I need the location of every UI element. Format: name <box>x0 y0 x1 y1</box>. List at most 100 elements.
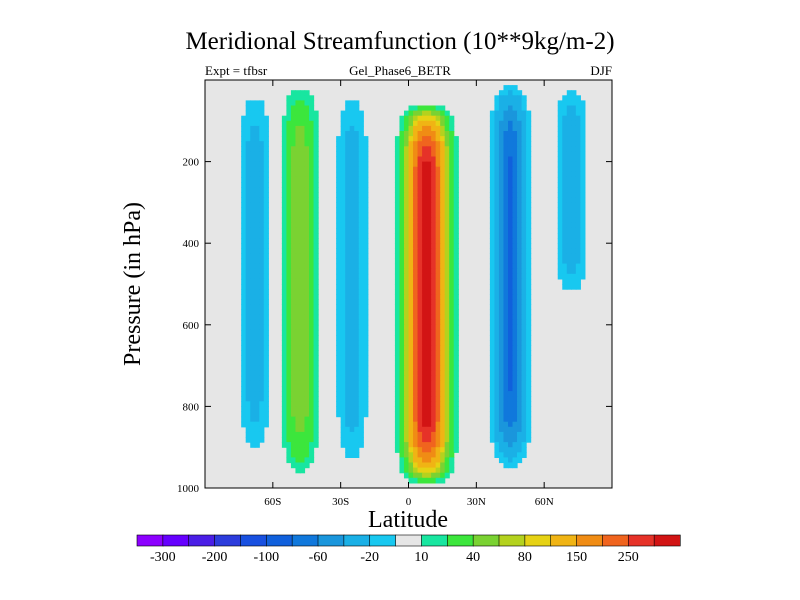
contour-cell <box>345 156 351 163</box>
contour-cell <box>417 329 423 336</box>
contour-cell <box>313 386 319 392</box>
contour-cell <box>286 238 292 244</box>
contour-cell <box>408 253 414 260</box>
contour-cell <box>494 421 500 428</box>
contour-cell <box>299 100 306 107</box>
contour-cell <box>286 222 292 229</box>
contour-cell <box>254 182 260 188</box>
contour-cell <box>417 176 423 183</box>
contour-cell <box>562 273 568 280</box>
contour-cell <box>349 375 355 382</box>
contour-cell <box>435 416 441 423</box>
contour-cell <box>562 146 568 152</box>
contour-cell <box>394 192 401 198</box>
contour-cell <box>512 217 518 224</box>
colorbar-label: -20 <box>360 550 379 565</box>
contour-cell <box>336 238 342 244</box>
contour-cell <box>498 197 505 203</box>
contour-cell <box>281 345 287 351</box>
contour-cell <box>422 120 428 127</box>
contour-cell <box>349 100 355 107</box>
contour-cell <box>354 406 360 413</box>
contour-cell <box>449 294 455 300</box>
contour-cell <box>363 202 369 209</box>
contour-cell <box>336 396 342 402</box>
contour-cell <box>426 278 432 285</box>
contour-cell <box>313 202 319 209</box>
contour-cell <box>440 217 446 224</box>
contour-cell <box>566 258 572 265</box>
contour-cell <box>431 477 437 484</box>
contour-cell <box>566 105 572 112</box>
contour-cell <box>336 171 342 178</box>
contour-cell <box>354 411 360 418</box>
contour-cell <box>431 396 437 402</box>
contour-cell <box>399 166 405 173</box>
contour-cell <box>521 355 527 362</box>
contour-cell <box>259 401 265 407</box>
colorbar-swatch <box>188 534 216 547</box>
contour-cell <box>562 136 568 142</box>
contour-cell <box>408 166 414 173</box>
contour-cell <box>426 110 432 117</box>
contour-cell <box>286 304 292 311</box>
contour-cell <box>408 304 414 311</box>
contour-cell <box>358 278 364 285</box>
contour-cell <box>507 182 514 188</box>
contour-cell <box>449 278 455 285</box>
contour-cell <box>290 171 297 178</box>
contour-cell <box>507 125 514 132</box>
contour-cell <box>498 146 505 152</box>
contour-cell <box>580 222 586 229</box>
contour-cell <box>413 217 419 224</box>
contour-cell <box>489 355 496 362</box>
contour-cell <box>498 294 505 300</box>
contour-cell <box>453 222 459 229</box>
contour-cell <box>349 166 355 173</box>
contour-cell <box>245 411 251 418</box>
contour-cell <box>422 141 428 147</box>
contour-cell <box>299 125 306 132</box>
contour-cell <box>259 411 265 418</box>
contour-cell <box>566 284 572 290</box>
contour-cell <box>345 289 351 295</box>
contour-cell <box>241 406 247 413</box>
contour-cell <box>521 416 527 423</box>
contour-cell <box>426 386 432 392</box>
colorbar-swatch <box>343 534 371 547</box>
contour-cell <box>259 406 265 413</box>
contour-cell <box>517 406 523 413</box>
contour-cell <box>580 151 586 158</box>
contour-cell <box>440 187 446 193</box>
contour-cell <box>340 396 346 402</box>
contour-cell <box>403 309 410 316</box>
contour-cell <box>250 222 256 229</box>
contour-cell <box>394 176 401 183</box>
contour-cell <box>394 166 401 173</box>
contour-cell <box>426 462 432 469</box>
contour-cell <box>444 166 450 173</box>
contour-cell <box>503 273 509 280</box>
contour-cell <box>444 416 450 423</box>
contour-cell <box>254 227 260 234</box>
contour-cell <box>358 380 364 387</box>
contour-cell <box>422 156 428 163</box>
contour-cell <box>422 161 428 168</box>
contour-cell <box>358 258 364 265</box>
contour-cell <box>295 156 301 163</box>
contour-cell <box>290 253 297 260</box>
contour-cell <box>358 110 364 117</box>
contour-cell <box>517 294 523 300</box>
contour-cell <box>403 386 410 392</box>
contour-cell <box>354 120 360 127</box>
contour-cell <box>413 141 419 147</box>
contour-cell <box>299 462 306 469</box>
contour-cell <box>290 131 297 137</box>
contour-cell <box>313 329 319 336</box>
contour-cell <box>340 151 346 158</box>
contour-cell <box>526 380 532 387</box>
contour-cell <box>336 212 342 219</box>
contour-cell <box>417 304 423 311</box>
contour-cell <box>304 258 310 265</box>
